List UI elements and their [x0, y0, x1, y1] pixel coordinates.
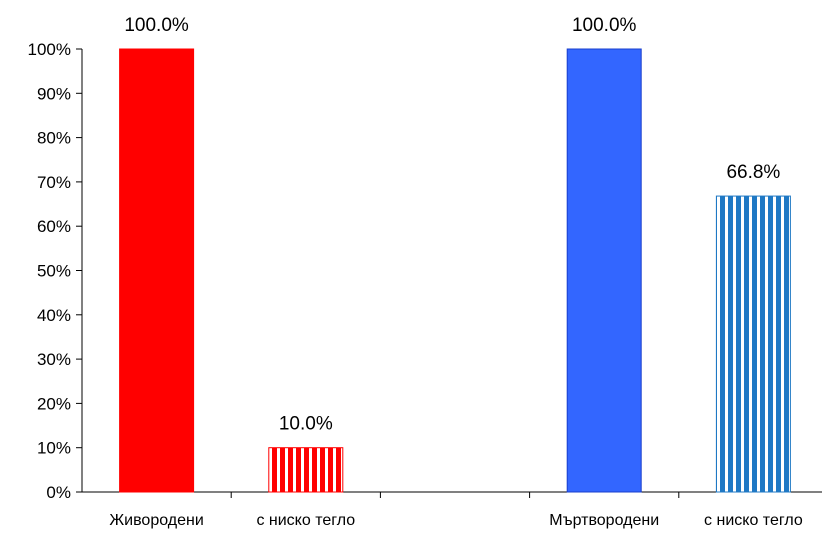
y-tick-label: 10% — [37, 439, 71, 458]
bar-4 — [715, 195, 791, 493]
bar-3 — [566, 48, 642, 493]
data-label: 10.0% — [279, 414, 333, 435]
y-tick-label: 20% — [37, 394, 71, 413]
x-category-label: с ниско тегло — [256, 512, 355, 529]
data-label: 100.0% — [124, 15, 189, 36]
y-tick-label: 80% — [37, 129, 71, 148]
y-tick-label: 50% — [37, 262, 71, 281]
y-tick-label: 100% — [28, 40, 71, 59]
data-label: 100.0% — [572, 15, 637, 36]
bar-0 — [119, 48, 195, 493]
x-category-label: Мъртвородени — [549, 512, 659, 529]
y-tick-label: 90% — [37, 84, 71, 103]
x-axis: Живородени с ниско тегло Мъртвородени с нис… — [82, 491, 822, 529]
y-tick-label: 70% — [37, 173, 71, 192]
y-tick-label: 40% — [37, 306, 71, 325]
data-label: 66.8% — [726, 162, 780, 183]
data-labels: 100.0% 10.0% 100.0% 66.8% — [124, 15, 780, 435]
y-tick-label: 30% — [37, 350, 71, 369]
x-category-label: Живородени — [109, 512, 203, 529]
y-axis: 0% 10% 20% 30% 40% 50% 60% 70% 80% 90% 100% — [28, 40, 83, 502]
y-tick-label: 60% — [37, 217, 71, 236]
x-category-label: с ниско тегло — [704, 512, 803, 529]
bars — [119, 48, 791, 493]
y-tick-label: 0% — [46, 483, 71, 502]
bar-1 — [268, 447, 344, 493]
